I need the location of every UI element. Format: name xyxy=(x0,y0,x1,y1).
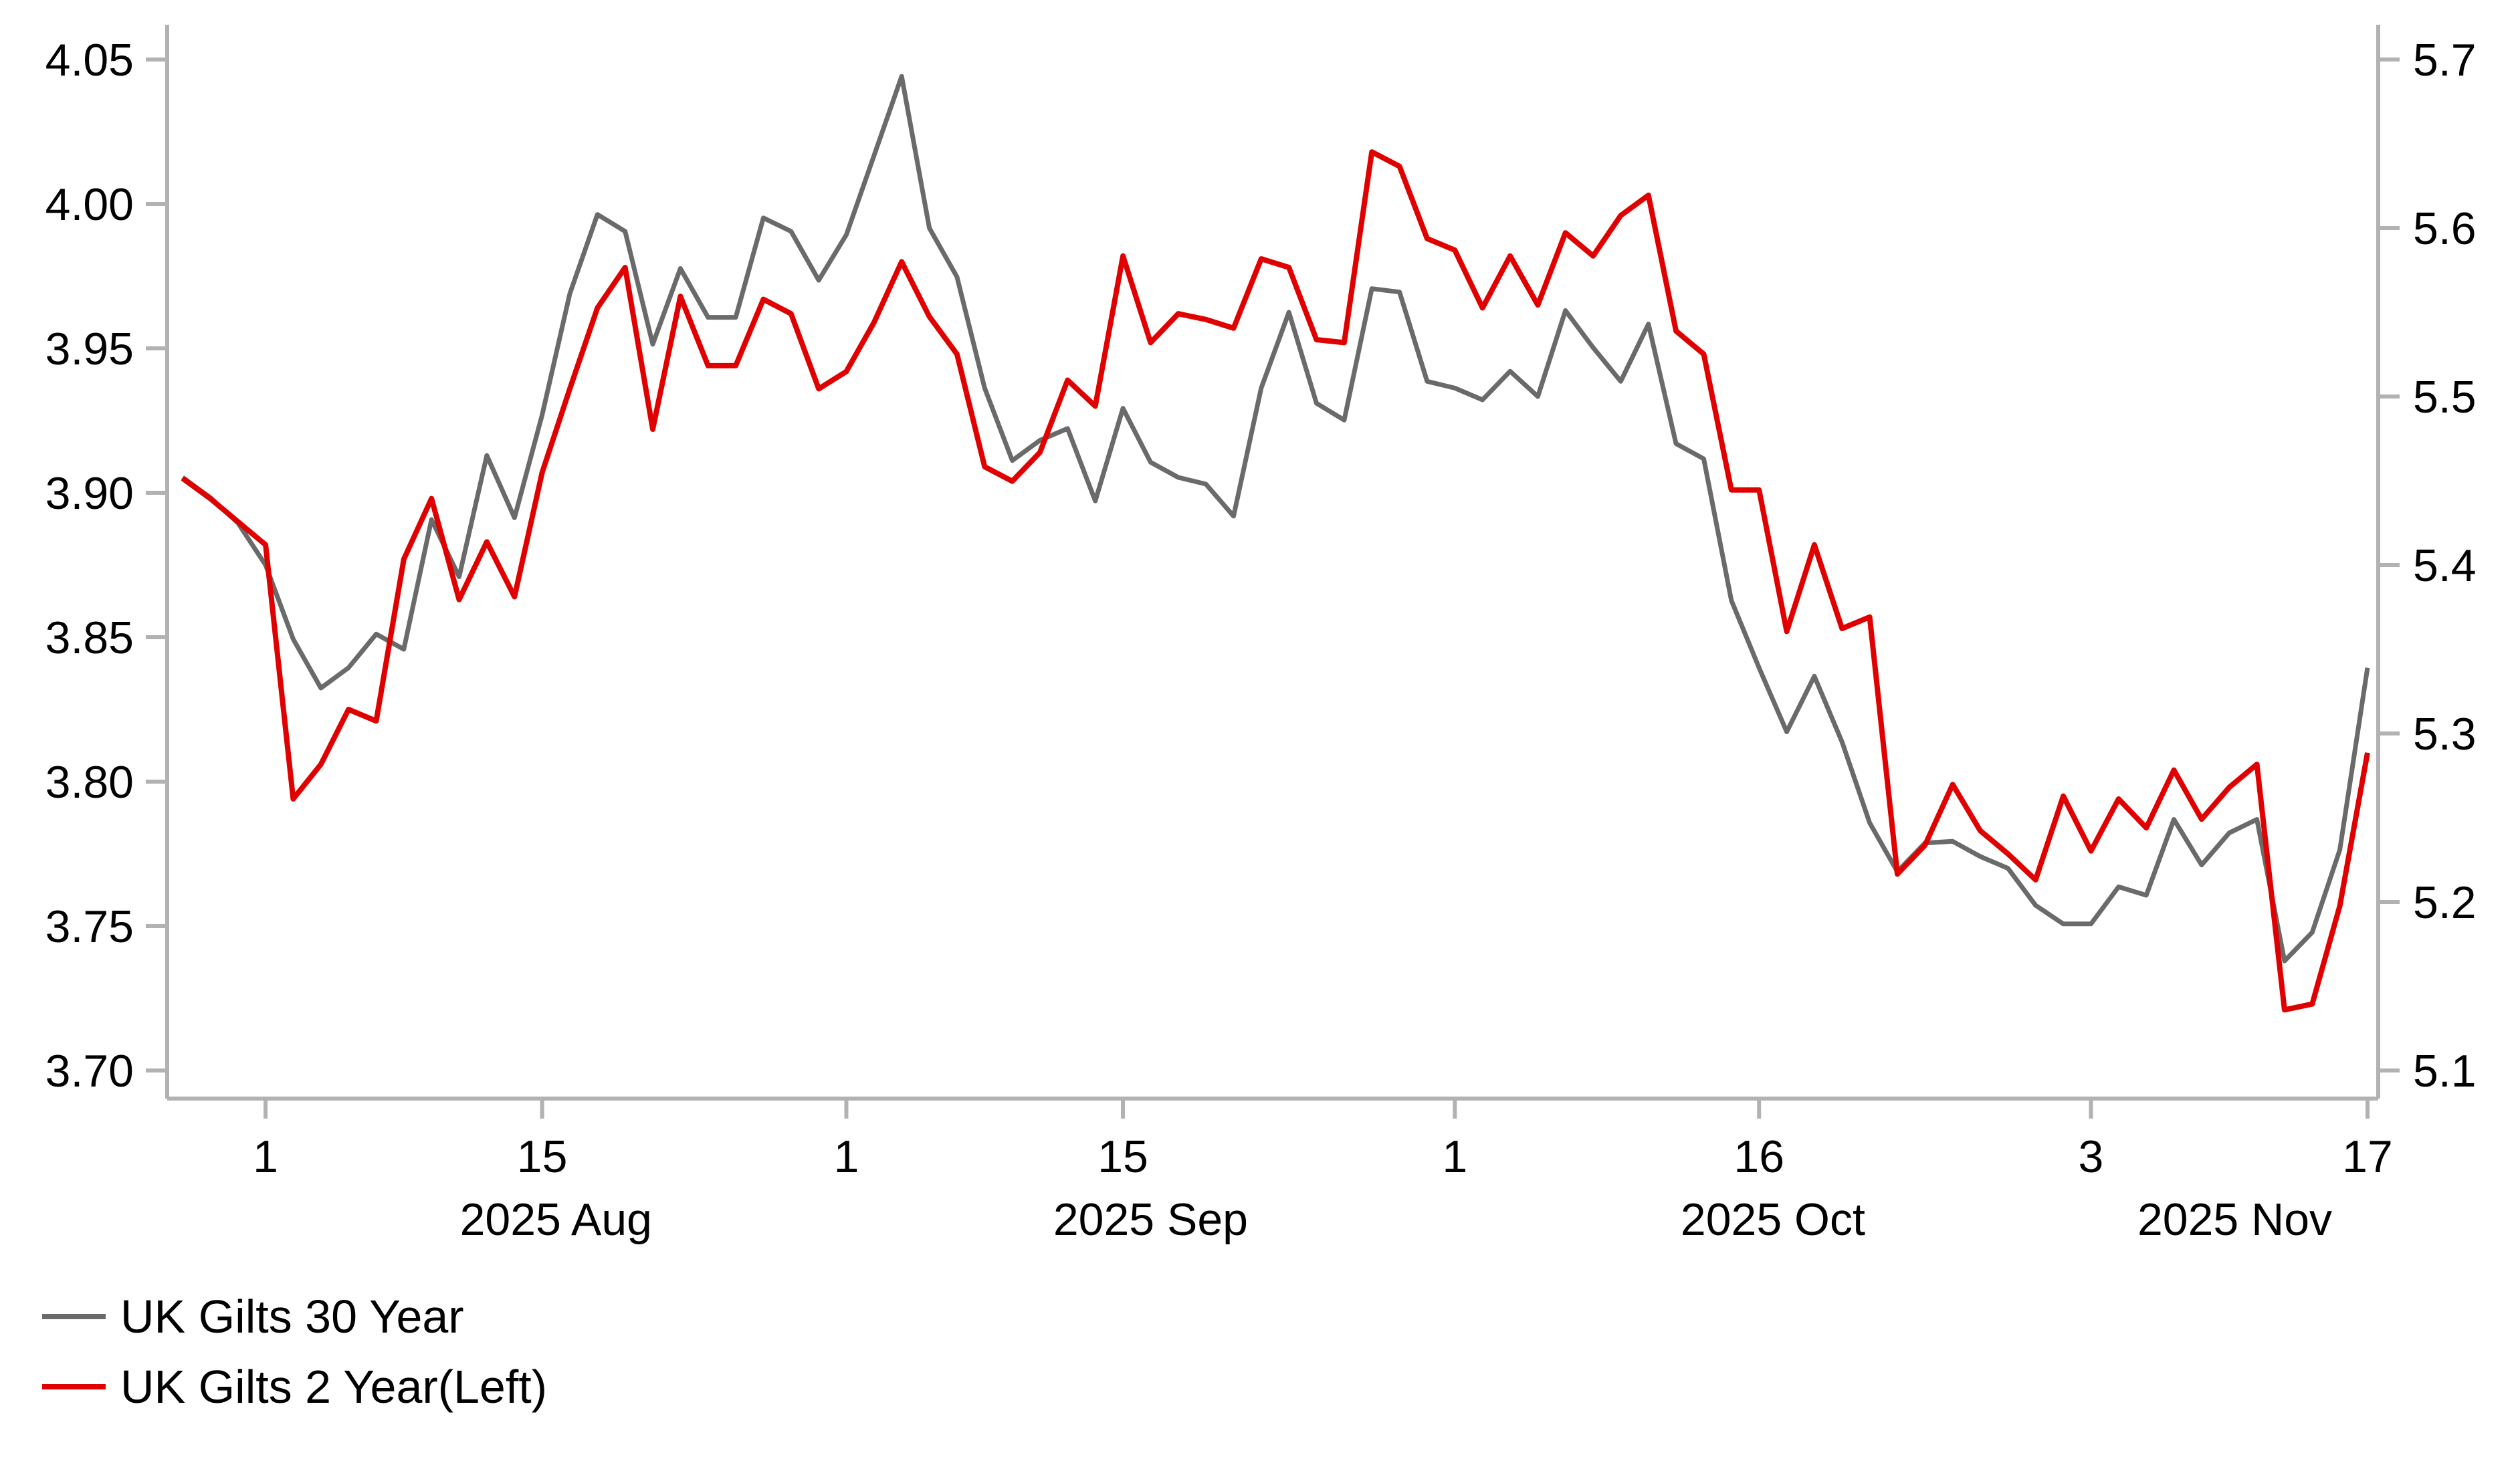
y-axis-left-tick-label: 4.05 xyxy=(45,35,134,86)
y-axis-right-tick-label: 5.7 xyxy=(2413,35,2477,86)
y-axis-right-tick-label: 5.1 xyxy=(2413,1046,2477,1097)
legend-line-sample-30-year xyxy=(42,1313,106,1319)
legend-line-sample-2-year xyxy=(42,1383,106,1389)
y-axis-left-tick-label: 3.75 xyxy=(45,901,134,952)
y-axis-right-tick-label: 5.3 xyxy=(2413,709,2477,760)
y-axis-left-tick-label: 3.90 xyxy=(45,468,134,519)
x-axis-day-label: 1 xyxy=(1442,1131,1467,1182)
y-axis-left-tick-label: 4.00 xyxy=(45,179,134,230)
y-axis-right-tick-label: 5.5 xyxy=(2413,372,2477,423)
x-axis-day-label: 1 xyxy=(834,1131,859,1182)
y-axis-right-tick-label: 5.4 xyxy=(2413,540,2477,591)
legend-label-30-year: UK Gilts 30 Year xyxy=(120,1290,464,1343)
series-line-uk-gilts-30-year xyxy=(181,74,2370,964)
series-line-uk-gilts-2-year-left- xyxy=(181,149,2370,1013)
y-axis-left-tick-label: 3.85 xyxy=(45,612,134,663)
x-axis-day-label: 17 xyxy=(2342,1131,2393,1182)
x-axis-day-label: 1 xyxy=(253,1131,278,1182)
legend-label-2-year: UK Gilts 2 Year(Left) xyxy=(120,1360,548,1413)
x-axis-month-label: 2025 Aug xyxy=(460,1194,652,1245)
legend-item-30-year: UK Gilts 30 Year xyxy=(42,1281,547,1351)
x-axis-day-label: 3 xyxy=(2079,1131,2104,1182)
y-axis-right-tick-label: 5.2 xyxy=(2413,877,2477,928)
x-axis-month-label: 2025 Oct xyxy=(1681,1194,1865,1245)
x-axis-month-label: 2025 Sep xyxy=(1053,1194,1248,1245)
y-axis-left-tick-label: 3.80 xyxy=(45,757,134,808)
x-axis-day-label: 15 xyxy=(517,1131,568,1182)
legend-item-2-year: UK Gilts 2 Year(Left) xyxy=(42,1351,547,1422)
x-axis-day-label: 15 xyxy=(1097,1131,1148,1182)
y-axis-left-tick-label: 3.70 xyxy=(45,1046,134,1097)
x-axis-month-label: 2025 Nov xyxy=(2137,1194,2332,1245)
legend: UK Gilts 30 Year UK Gilts 2 Year(Left) xyxy=(42,1281,547,1422)
y-axis-left-tick-label: 3.95 xyxy=(45,324,134,374)
x-axis-day-label: 16 xyxy=(1734,1131,1784,1182)
y-axis-right-tick-label: 5.6 xyxy=(2413,203,2477,254)
